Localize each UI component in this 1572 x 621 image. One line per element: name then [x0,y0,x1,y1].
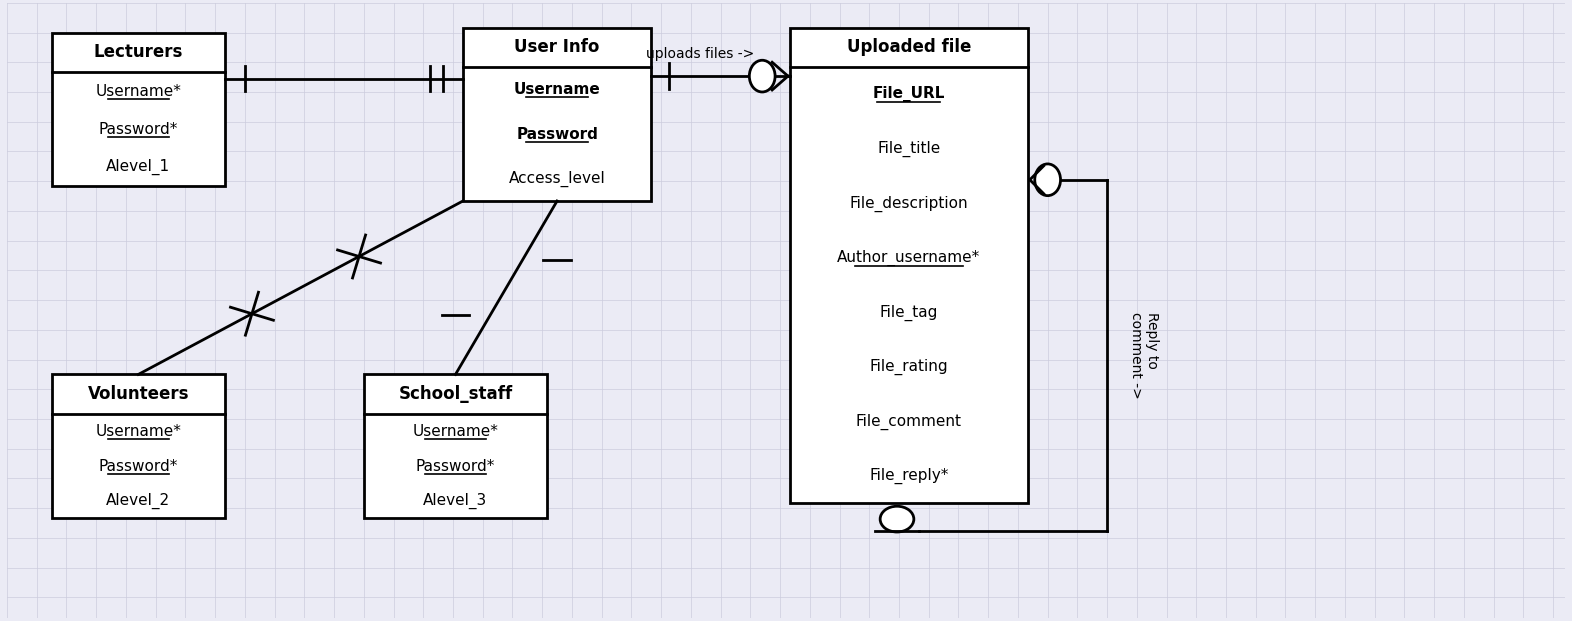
Ellipse shape [750,60,775,92]
Text: Author_username*: Author_username* [838,250,981,266]
Text: Uploaded file: Uploaded file [847,39,971,57]
Text: Username*: Username* [412,424,498,439]
Text: File_tag: File_tag [880,304,938,320]
Text: uploads files ->: uploads files -> [646,47,755,61]
Text: Lecturers: Lecturers [94,43,182,61]
Text: School_staff: School_staff [398,385,512,403]
Text: Alevel_3: Alevel_3 [423,492,487,509]
Text: Alevel_2: Alevel_2 [107,492,170,509]
Text: File_title: File_title [877,141,940,157]
Text: Volunteers: Volunteers [88,385,189,403]
Text: Access_level: Access_level [509,171,605,187]
Text: Password*: Password* [99,458,178,474]
Text: File_reply*: File_reply* [869,468,948,484]
Text: User Info: User Info [514,39,601,57]
Bar [791,27,1028,503]
Ellipse shape [1034,164,1061,196]
Text: File_comment: File_comment [855,414,962,430]
Text: Username: Username [514,82,601,97]
Bar [52,32,225,186]
Ellipse shape [880,506,913,532]
Text: Password*: Password* [99,122,178,137]
Text: Username*: Username* [96,84,181,99]
Text: Password*: Password* [417,458,495,474]
Text: File_rating: File_rating [869,359,948,375]
Text: File_URL: File_URL [872,86,945,102]
Bar [462,27,651,201]
Text: Reply to
comment ->: Reply to comment -> [1129,312,1159,399]
Text: File_description: File_description [849,196,968,212]
Text: Username*: Username* [96,424,181,439]
Bar [363,374,547,518]
Bar [52,374,225,518]
Text: Alevel_1: Alevel_1 [107,159,170,175]
Text: Password: Password [516,127,597,142]
